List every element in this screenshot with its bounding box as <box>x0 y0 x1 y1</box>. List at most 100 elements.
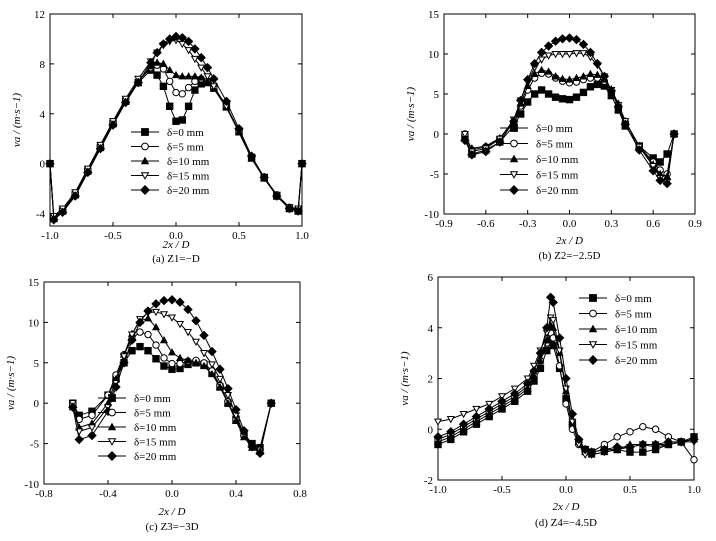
legend-marker <box>140 185 150 195</box>
y-tick-label: -10 <box>24 479 39 491</box>
legend-marker <box>510 124 518 132</box>
data-point <box>458 419 469 429</box>
legend-label: δ=20 mm <box>536 185 579 197</box>
legend-label: δ=5 mm <box>615 309 652 321</box>
legend-marker <box>509 185 519 195</box>
data-point <box>690 456 698 464</box>
x-axis-label: 2x / D <box>159 506 186 518</box>
legend: δ=0 mm δ=5 mm δ=10 mm δ=15 mm δ=20 mm <box>500 123 579 197</box>
data-point <box>510 394 519 402</box>
legend-label: δ=0 mm <box>134 393 171 405</box>
data-point <box>571 34 582 45</box>
data-point <box>203 73 212 81</box>
data-point <box>593 80 602 89</box>
y-tick-label: 4 <box>40 109 46 121</box>
data-point <box>207 361 217 369</box>
legend-label: δ=15 mm <box>134 437 177 449</box>
data-point <box>175 353 185 362</box>
legend-label: δ=15 mm <box>615 340 658 352</box>
x-tick-label: 0.0 <box>169 230 183 242</box>
x-tick-label: 0.0 <box>563 218 577 230</box>
data-point <box>522 74 533 85</box>
data-point <box>165 65 174 74</box>
data-point <box>446 416 455 424</box>
data-point <box>572 73 581 82</box>
data-point <box>669 129 679 139</box>
data-point <box>87 424 97 432</box>
data-point <box>638 439 648 450</box>
legend-marker <box>141 128 149 136</box>
data-point <box>158 39 169 49</box>
x-tick-label: -0.8 <box>35 488 53 500</box>
data-point <box>178 72 187 80</box>
data-point <box>433 418 443 426</box>
data-point <box>481 146 491 157</box>
y-tick-label: -10 <box>424 209 439 221</box>
series-5 <box>45 31 307 225</box>
data-point <box>542 323 552 333</box>
data-point <box>83 167 93 178</box>
data-point <box>467 150 477 160</box>
y-tick-label: 5 <box>34 358 40 370</box>
data-point <box>175 297 185 307</box>
data-point <box>143 314 153 322</box>
data-point <box>433 432 443 442</box>
data-point <box>579 88 588 97</box>
legend-marker <box>140 172 150 180</box>
legend-label: δ=20 mm <box>134 451 177 463</box>
data-point <box>215 382 225 391</box>
data-point <box>175 320 185 329</box>
data-point <box>160 362 168 370</box>
legend-marker <box>589 294 597 302</box>
data-point <box>586 447 597 457</box>
data-point <box>550 36 561 46</box>
data-point <box>634 145 644 155</box>
data-point <box>57 207 68 217</box>
y-tick-label: 0 <box>428 424 434 436</box>
data-point <box>152 47 162 58</box>
data-point <box>579 72 588 80</box>
data-point <box>536 47 547 58</box>
data-point <box>202 62 213 73</box>
data-point <box>586 69 595 78</box>
y-tick-label: -5 <box>30 439 40 451</box>
legend-marker <box>107 422 117 431</box>
x-axis-label: 2x / D <box>553 501 580 513</box>
data-point <box>143 306 153 316</box>
data-point <box>655 175 665 186</box>
data-point <box>183 329 193 337</box>
legend-marker <box>108 408 116 417</box>
data-point <box>152 355 160 363</box>
data-point <box>537 65 546 74</box>
data-point <box>510 385 519 393</box>
x-tick-label: -0.5 <box>493 484 511 496</box>
data-point <box>184 47 193 55</box>
data-point <box>178 90 187 98</box>
data-point <box>191 338 201 347</box>
data-point <box>557 34 568 44</box>
data-point <box>551 50 560 59</box>
data-point <box>266 398 276 408</box>
data-point <box>191 86 199 94</box>
data-point <box>558 95 567 103</box>
data-point <box>167 348 177 356</box>
data-point <box>159 82 168 91</box>
data-point <box>184 83 193 92</box>
legend-label: δ=20 mm <box>167 185 210 197</box>
data-point <box>160 354 168 362</box>
data-point <box>497 402 507 410</box>
data-point <box>497 396 507 407</box>
y-tick-label: 10 <box>428 49 440 61</box>
legend-marker <box>588 324 598 333</box>
data-point <box>144 330 152 339</box>
legend-marker <box>589 309 597 318</box>
data-point <box>663 437 674 447</box>
data-point <box>537 86 546 94</box>
data-point <box>639 423 647 431</box>
x-tick-label: 0.5 <box>232 230 246 242</box>
legend-label: δ=5 mm <box>536 139 573 151</box>
legend-label: δ=15 mm <box>536 170 579 182</box>
data-point <box>639 448 647 456</box>
legend-label: δ=0 mm <box>536 123 573 135</box>
data-point <box>215 375 225 384</box>
